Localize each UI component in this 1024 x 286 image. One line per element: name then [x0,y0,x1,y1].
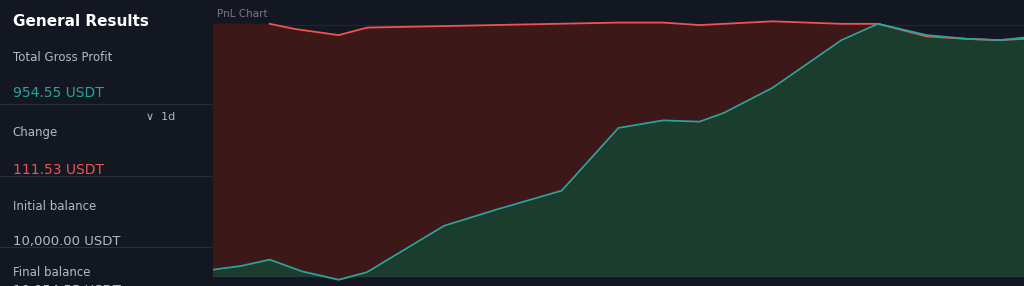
Text: 954.55 USDT: 954.55 USDT [12,86,103,100]
Text: General Results: General Results [12,14,148,29]
Text: 10,000.00 USDT: 10,000.00 USDT [12,235,120,247]
Text: Final balance: Final balance [12,266,90,279]
Text: Total Gross Profit: Total Gross Profit [12,51,113,64]
Text: 10,954.55 USDT: 10,954.55 USDT [12,285,121,286]
Text: Initial balance: Initial balance [12,200,96,213]
Text: PnL Chart: PnL Chart [217,9,267,19]
Text: Change: Change [12,126,58,139]
Text: 111.53 USDT: 111.53 USDT [12,163,103,177]
